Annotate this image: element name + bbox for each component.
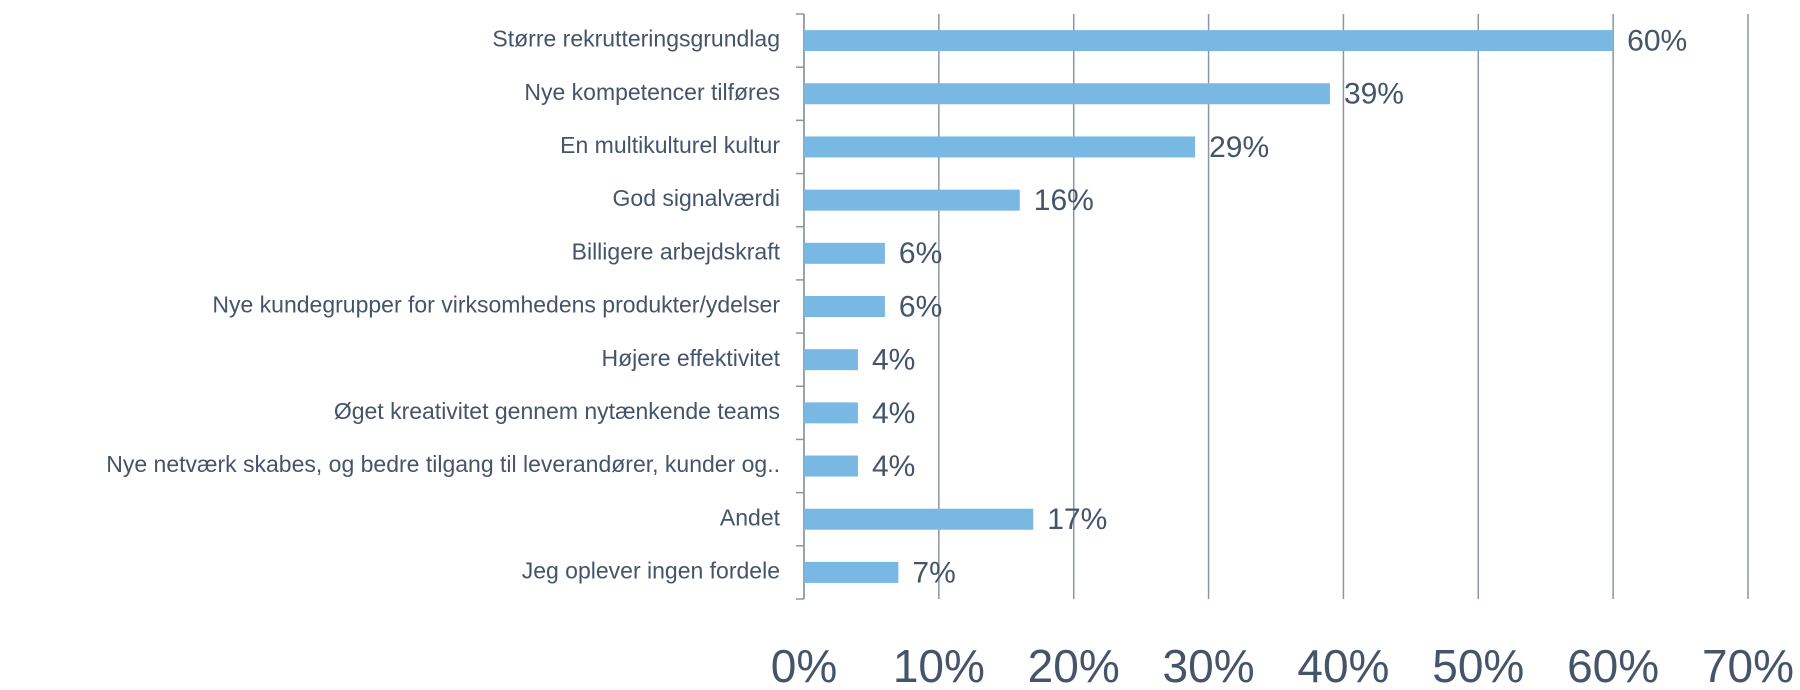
y-tick-label: En multikulturel kultur bbox=[560, 132, 780, 158]
data-label: 16% bbox=[1034, 184, 1094, 217]
bar bbox=[804, 189, 1020, 211]
bar bbox=[804, 508, 1034, 530]
data-label: 29% bbox=[1209, 131, 1269, 164]
data-label: 6% bbox=[899, 237, 942, 270]
bar bbox=[804, 30, 1614, 52]
data-label: 4% bbox=[872, 344, 915, 377]
x-tick-label: 70% bbox=[1702, 640, 1794, 690]
data-label: 7% bbox=[912, 556, 955, 589]
bar bbox=[804, 561, 899, 583]
x-tick-label: 50% bbox=[1432, 640, 1524, 690]
bar bbox=[804, 242, 885, 264]
y-tick-label: Nye kompetencer tilføres bbox=[524, 79, 780, 105]
y-tick-label: Nye netværk skabes, og bedre tilgang til… bbox=[106, 451, 780, 477]
bar bbox=[804, 296, 885, 317]
y-tick-label: Nye kundegrupper for virksomhedens produ… bbox=[212, 292, 780, 318]
data-label: 17% bbox=[1047, 503, 1107, 536]
data-label: 6% bbox=[899, 290, 942, 323]
x-tick-label: 10% bbox=[893, 640, 985, 690]
y-tick-label: Jeg oplever ingen fordele bbox=[522, 557, 780, 583]
y-tick-label: Højere effektivitet bbox=[601, 345, 780, 371]
y-tick-label: Billigere arbejdskraft bbox=[572, 238, 781, 264]
x-tick-label: 60% bbox=[1567, 640, 1659, 690]
y-tick-label: Andet bbox=[720, 504, 781, 530]
bar bbox=[804, 402, 858, 424]
bar bbox=[804, 136, 1196, 158]
y-tick-label: God signalværdi bbox=[613, 185, 780, 211]
x-tick-label: 0% bbox=[771, 640, 837, 690]
x-tick-label: 30% bbox=[1163, 640, 1255, 690]
y-tick-label: Øget kreativitet gennem nytænkende teams bbox=[334, 398, 780, 424]
data-label: 4% bbox=[872, 450, 915, 483]
data-label: 60% bbox=[1627, 25, 1687, 58]
x-tick-label: 40% bbox=[1297, 640, 1389, 690]
data-label: 39% bbox=[1344, 78, 1404, 111]
bar bbox=[804, 349, 858, 371]
bar bbox=[804, 83, 1330, 105]
x-tick-label: 20% bbox=[1028, 640, 1120, 690]
y-tick-label: Større rekrutteringsgrundlag bbox=[492, 26, 780, 52]
bar bbox=[804, 455, 858, 477]
data-label: 4% bbox=[872, 397, 915, 430]
